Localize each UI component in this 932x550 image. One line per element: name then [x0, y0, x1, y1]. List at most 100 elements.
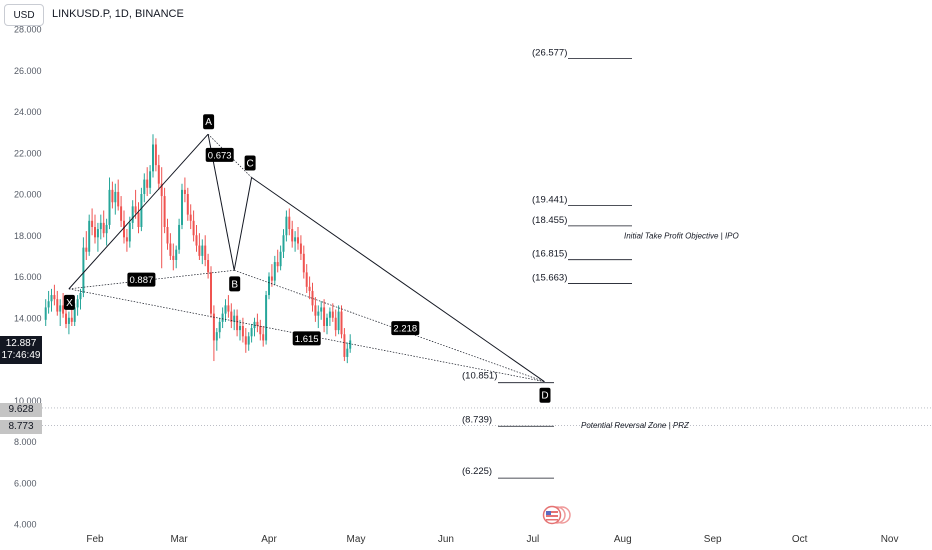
candle-body [297, 237, 299, 244]
horizontal-lines [42, 407, 932, 426]
candle-body [305, 272, 308, 287]
candle-body [276, 262, 279, 267]
candle-body [285, 216, 288, 236]
candle-body [201, 245, 204, 256]
candle-body [186, 194, 189, 215]
candle-body [157, 165, 160, 184]
candle [70, 307, 73, 326]
candle-body [131, 206, 134, 223]
candle-body [221, 313, 224, 322]
x-tick-label: Apr [261, 534, 277, 545]
y-tick-label: 4.000 [14, 520, 37, 530]
candle-body [143, 179, 146, 194]
candle-body [85, 247, 88, 252]
pattern-point-label: A [203, 114, 215, 130]
candle-body [117, 191, 120, 207]
candle-body [181, 189, 183, 225]
candle [175, 245, 178, 269]
candle [262, 326, 265, 347]
harmonic-pattern: X A B C D 0.887 0.673 1.615 2.218 [63, 114, 551, 403]
x-tick-label: Feb [86, 534, 104, 545]
pattern-leg [251, 177, 545, 383]
candle [157, 154, 160, 190]
candle [291, 220, 294, 248]
candle [337, 305, 340, 335]
candle-body [154, 144, 157, 166]
candle [276, 249, 279, 273]
candle-body [265, 295, 268, 341]
annotation-text: Initial Take Profit Objective | IPO [624, 231, 739, 240]
candle-body [114, 191, 117, 203]
fib-levels: (26.577) (19.441) (18.455) (16.815) (15.663)… [462, 47, 632, 479]
candle [256, 313, 259, 333]
candle [186, 187, 189, 221]
candle-body [59, 305, 62, 312]
x-tick-label: Oct [792, 534, 808, 545]
ratio-label-text: 1.615 [295, 334, 319, 345]
x-tick-label: Mar [170, 534, 188, 545]
price-level-tag: 8.773 [0, 420, 42, 434]
candle [79, 288, 82, 310]
annotation-text: Potential Reversal Zone | PRZ [581, 421, 690, 430]
candle [215, 328, 218, 351]
y-tick-label: 8.000 [14, 437, 37, 447]
candle-body [288, 216, 291, 230]
ratio-label-box [205, 147, 234, 162]
candle-body [299, 243, 302, 254]
candle-countdown: 17:46:49 [1, 350, 41, 361]
point-label-text: C [246, 159, 253, 170]
candle-body [62, 305, 65, 314]
candle-body [268, 276, 270, 296]
pattern-point-label: X [63, 294, 75, 310]
candle [323, 299, 326, 333]
candle [305, 264, 308, 293]
candle [117, 179, 120, 211]
candle-body [44, 307, 47, 320]
candle [244, 328, 247, 353]
candle-body [111, 189, 114, 203]
candle-body [259, 326, 262, 335]
candle-body [256, 321, 259, 326]
candle [241, 317, 244, 343]
level-label: (6.225) [462, 466, 492, 477]
candle [308, 276, 311, 300]
point-label-text: X [66, 298, 73, 309]
candle-body [120, 206, 123, 221]
level-label: (8.739) [462, 414, 492, 425]
candle [346, 342, 349, 364]
candle-body [76, 299, 79, 308]
candle-body [128, 222, 131, 242]
candle [88, 214, 91, 256]
candle-body [273, 262, 276, 281]
candle [85, 231, 88, 260]
candle-body [189, 214, 192, 221]
candle [221, 307, 224, 329]
candle [279, 245, 282, 271]
candle [114, 183, 117, 215]
candle [76, 295, 79, 316]
level-label: (19.441) [532, 195, 567, 206]
candle-body [149, 171, 152, 188]
currency-button[interactable]: USD [4, 4, 44, 26]
ratio-label-text: 0.673 [208, 150, 232, 161]
target-level: (16.815) [532, 249, 632, 261]
candle-body [79, 293, 82, 300]
candle-body [73, 307, 76, 322]
y-tick-label: 22.000 [14, 148, 42, 158]
candle-body [337, 311, 340, 331]
candle-body [314, 305, 317, 316]
x-tick-label: May [347, 534, 366, 545]
candle [111, 181, 114, 209]
candle-body [178, 224, 181, 250]
candle-body [279, 251, 282, 267]
candle-body [198, 245, 201, 256]
point-label-text: A [205, 117, 212, 128]
candle [250, 323, 253, 343]
candle-body [239, 326, 241, 331]
candle [343, 328, 346, 362]
pattern-leg [233, 177, 253, 271]
candle-body [302, 253, 305, 273]
candle-body [152, 144, 154, 172]
candle [166, 218, 169, 250]
